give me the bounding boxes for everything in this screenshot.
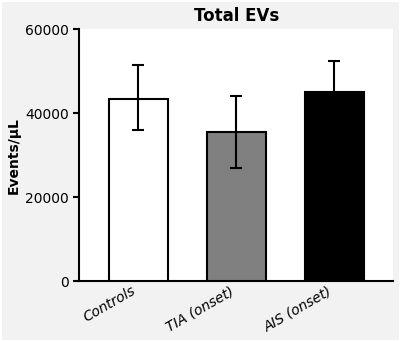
Bar bbox=[305, 92, 364, 281]
Bar bbox=[207, 132, 266, 281]
Title: Total EVs: Total EVs bbox=[194, 7, 279, 25]
Bar bbox=[109, 99, 168, 281]
Y-axis label: Events/μL: Events/μL bbox=[7, 117, 21, 194]
